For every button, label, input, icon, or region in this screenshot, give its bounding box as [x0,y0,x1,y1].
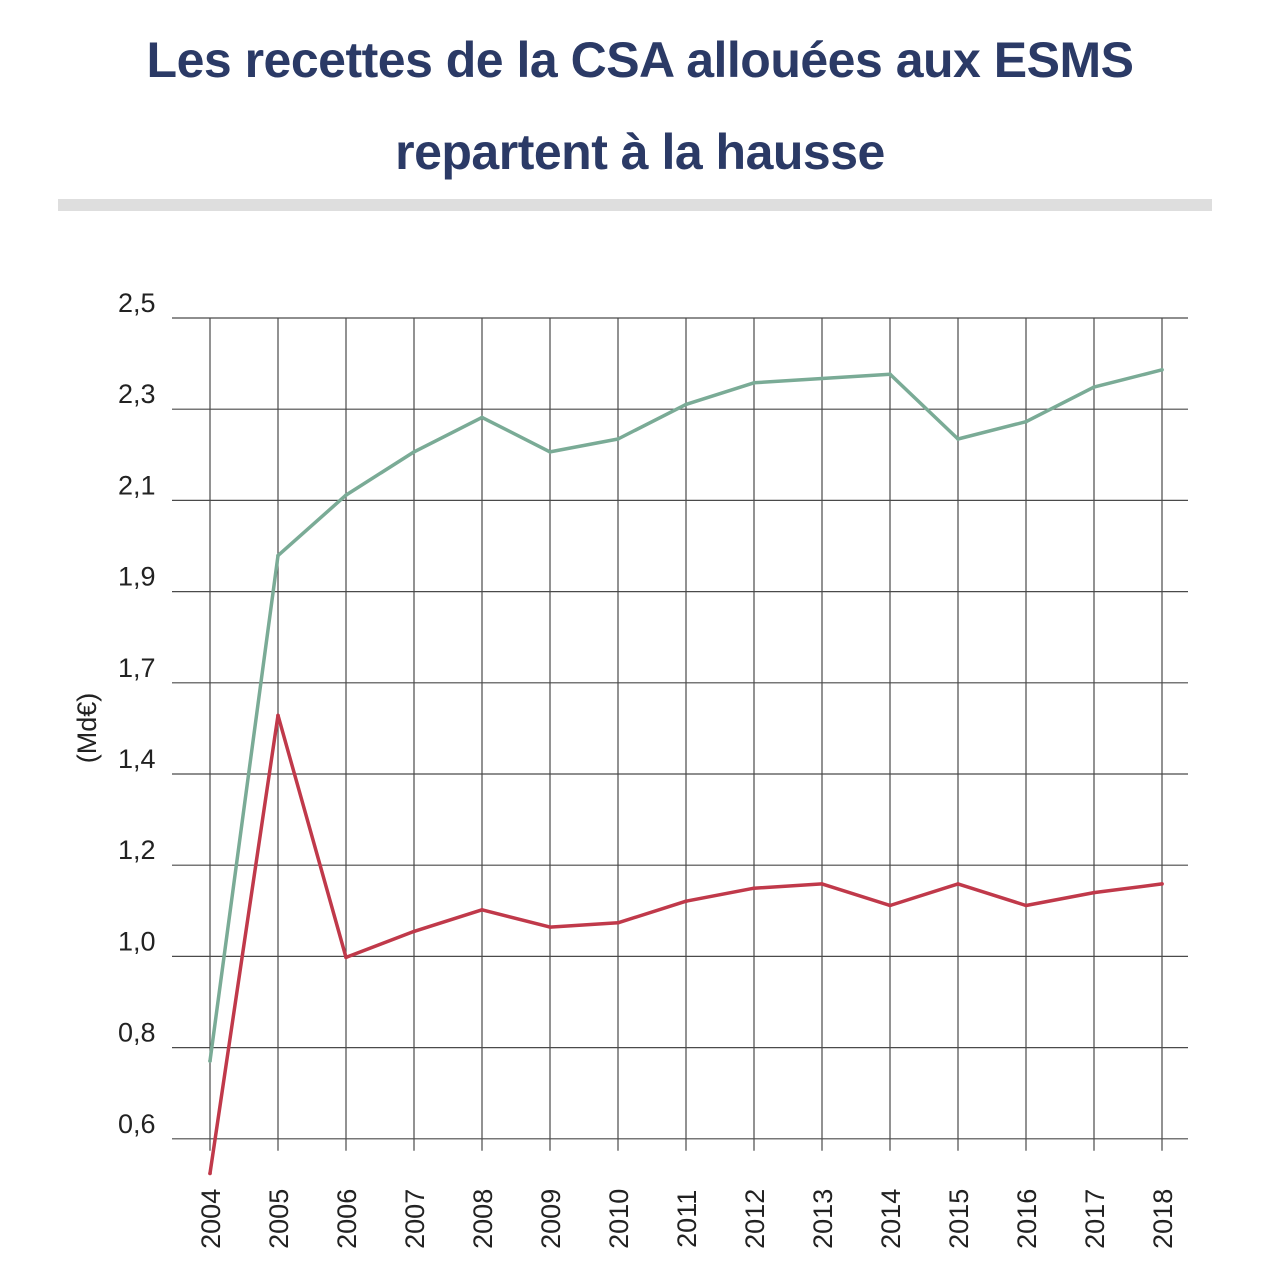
series-2-point [344,955,348,960]
y-tick-label: 2,3 [118,379,156,409]
series-2-point [480,908,484,912]
x-tick-label: 2004 [196,1189,226,1249]
series-1-point [1024,419,1028,424]
series-1-point [1092,385,1096,389]
series-2-point [1160,882,1164,886]
x-tick-label: 2007 [400,1189,430,1249]
x-tick-label: 2018 [1148,1189,1178,1249]
y-tick-label: 2,5 [118,288,156,318]
series-2-point [1092,890,1096,895]
y-tick-label: 1,7 [118,653,156,683]
y-tick-label: 2,1 [118,470,156,500]
y-tick-label: 1,9 [118,562,156,592]
series-2-point [208,1171,212,1176]
series-2-point [752,886,756,890]
x-tick-label: 2016 [1012,1189,1042,1249]
title-divider [58,199,1212,211]
series-1-point [684,402,688,407]
x-tick-label: 2010 [604,1189,634,1249]
series-1-point [1160,368,1164,372]
series-1-point [208,1059,212,1063]
x-tick-label: 2005 [264,1189,294,1249]
series-1-point [752,381,756,385]
x-tick-label: 2015 [944,1189,974,1249]
x-tick-label: 2014 [876,1189,906,1249]
series-2-point [412,929,416,934]
title-line-1: Les recettes de la CSA allouées aux ESMS [146,32,1134,88]
series-2-point [548,925,552,929]
series-2-point [684,899,688,903]
grid-layer [172,317,1188,1151]
series-1-point [344,493,348,497]
series-1-point [412,450,416,454]
x-tick-label: 2017 [1080,1189,1110,1249]
y-axis-label: (Md€) [72,693,102,764]
series-2-point [276,713,280,718]
series-2-point [616,921,620,925]
y-tick-label: 0,8 [118,1018,156,1048]
x-tick-label: 2011 [672,1190,702,1248]
title-line-2: repartent à la hausse [395,124,885,180]
x-tick-label: 2013 [808,1189,838,1249]
series-1-point [820,376,824,381]
x-tick-label: 2009 [536,1189,566,1249]
series-1-point [276,553,280,558]
series-2-point [956,882,960,886]
series-2-point [820,882,824,886]
y-tick-label: 1,4 [118,744,156,774]
chart-title: Les recettes de la CSA allouées aux ESMS… [0,14,1280,198]
series-1-point [480,415,484,420]
series-1-point [616,437,620,441]
y-tick-label: 1,2 [118,835,156,865]
y-tick-label: 1,0 [118,926,156,956]
series-2-point [1024,903,1028,908]
series-layer [208,368,1164,1176]
series-1-point [888,372,892,377]
x-tick-label: 2012 [740,1189,770,1249]
series-1-point [548,450,552,454]
y-tick-label: 0,6 [118,1109,156,1139]
label-layer: 2,5 2,3 2,1 1,9 1,7 1,4 1,2 1,0 0,8 0,6 2004 2005 20… [72,288,1178,1249]
series-1-point [956,437,960,441]
x-tick-label: 2006 [332,1189,362,1249]
x-tick-label: 2008 [468,1189,498,1249]
series-2-point [888,903,892,908]
